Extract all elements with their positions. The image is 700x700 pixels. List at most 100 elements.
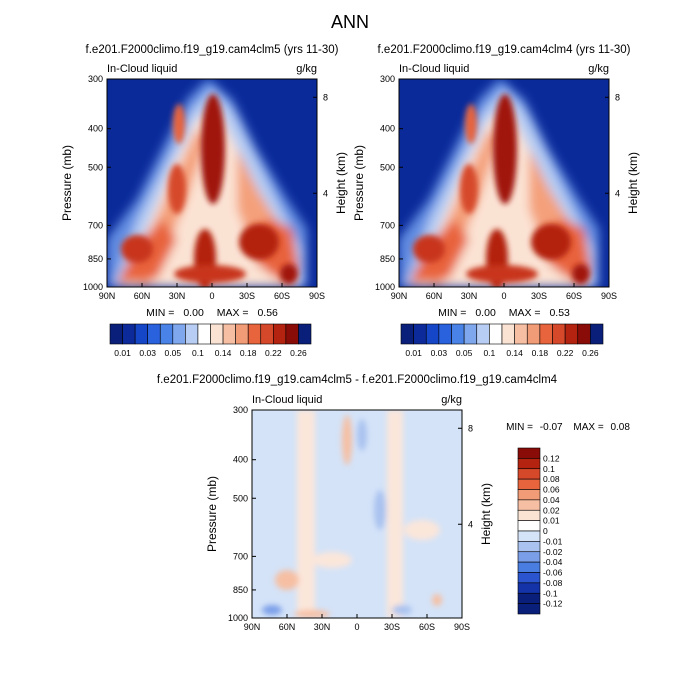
colorbar-label: 0.01 xyxy=(543,516,560,526)
max-label: MAX = xyxy=(573,422,603,433)
colorbar-swatch xyxy=(517,572,541,584)
colorbar-swatch xyxy=(517,603,541,615)
x-tick-label: 60N xyxy=(279,622,296,632)
height-tick-label: 4 xyxy=(468,519,473,529)
right-axis-label: Height (km) xyxy=(479,483,493,545)
colorbar-label: 0.26 xyxy=(582,348,599,358)
colorbar-label: 0.14 xyxy=(506,348,523,358)
min-max-readout: MIN = 0.00 MAX = 0.56 xyxy=(146,307,278,319)
colorbar-swatch xyxy=(517,489,541,501)
x-tick-label: 90N xyxy=(244,622,261,632)
colorbar-swatch xyxy=(517,520,541,532)
min-max-readout: MIN = 0.00 MAX = 0.53 xyxy=(438,307,570,319)
colorbar-swatch xyxy=(210,323,224,345)
colorbar-label: 0.06 xyxy=(543,485,560,495)
colorbar-swatch xyxy=(425,323,440,345)
colorbar-swatch xyxy=(489,323,503,345)
y-tick-label: 1000 xyxy=(83,282,103,292)
colorbar-swatch xyxy=(501,323,515,345)
height-tick-label: 4 xyxy=(615,188,620,198)
x-tick-label: 30N xyxy=(314,622,331,632)
colorbar-label: 0.1 xyxy=(483,348,495,358)
colorbar-swatch xyxy=(298,323,312,345)
colorbar-swatch xyxy=(517,468,541,480)
y-tick-label: 300 xyxy=(380,74,395,84)
colorbar-swatch xyxy=(552,323,566,345)
x-tick-label: 90S xyxy=(309,291,325,301)
height-tick-label: 8 xyxy=(323,92,328,102)
colorbar-swatch xyxy=(451,323,465,345)
colorbar-swatch xyxy=(273,323,287,345)
y-tick-label: 850 xyxy=(233,585,248,595)
max-value: 0.56 xyxy=(257,307,278,319)
y-tick-label: 400 xyxy=(88,124,103,134)
y-axis-label: Pressure (mb) xyxy=(205,476,219,552)
colorbar-swatch xyxy=(517,530,541,542)
colorbar-label: 0 xyxy=(543,526,548,536)
min-label: MIN = xyxy=(438,307,466,319)
height-tick-label: 8 xyxy=(615,92,620,102)
colorbar-label: 0.01 xyxy=(405,348,422,358)
x-tick-label: 30S xyxy=(239,291,255,301)
max-value: 0.53 xyxy=(549,307,570,319)
colorbar-swatch xyxy=(172,323,186,345)
y-tick-label: 700 xyxy=(88,220,103,230)
variable-label: In-Cloud liquid xyxy=(252,394,322,406)
units-label: g/kg xyxy=(441,394,462,406)
colorbar-label: 0.04 xyxy=(543,495,560,505)
colorbar-swatch xyxy=(517,509,541,521)
variable-label: In-Cloud liquid xyxy=(399,63,469,75)
colorbar-label: -0.02 xyxy=(543,547,563,557)
colorbar-label: 0.1 xyxy=(192,348,204,358)
height-tick-label: 4 xyxy=(323,188,328,198)
colorbar-swatch xyxy=(517,447,541,459)
units-label: g/kg xyxy=(296,63,317,75)
x-tick-label: 90S xyxy=(454,622,470,632)
colorbar-swatch xyxy=(564,323,579,345)
y-tick-label: 400 xyxy=(233,455,248,465)
colorbar-swatch xyxy=(590,323,604,345)
colorbar-swatch xyxy=(235,323,249,345)
colorbar-label: -0.1 xyxy=(543,588,558,598)
colorbar-label: -0.01 xyxy=(543,536,563,546)
y-tick-label: 500 xyxy=(233,493,248,503)
colorbar-swatch xyxy=(400,323,414,345)
colorbar-swatch xyxy=(514,323,528,345)
x-tick-label: 30S xyxy=(531,291,547,301)
x-tick-label: 60S xyxy=(566,291,582,301)
panel-title: f.e201.F2000climo.f19_g19.cam4clm4 (yrs … xyxy=(378,44,631,56)
colorbar-swatch xyxy=(438,323,452,345)
x-tick-label: 30N xyxy=(461,291,478,301)
right-axis-label: Height (km) xyxy=(626,152,640,214)
variable-label: In-Cloud liquid xyxy=(107,63,177,75)
min-label: MIN = xyxy=(506,422,533,433)
x-tick-label: 60N xyxy=(426,291,443,301)
main-title: ANN xyxy=(331,12,369,32)
y-axis-label: Pressure (mb) xyxy=(60,145,74,221)
colorbar-label: -0.04 xyxy=(543,557,563,567)
y-tick-label: 500 xyxy=(380,162,395,172)
colorbar-swatch xyxy=(197,323,211,345)
colorbar-swatch xyxy=(577,323,591,345)
colorbar-swatch xyxy=(517,499,541,511)
x-tick-label: 90S xyxy=(601,291,617,301)
colorbar-label: 0.08 xyxy=(543,474,560,484)
contour-field xyxy=(399,79,609,289)
y-tick-label: 850 xyxy=(380,254,395,264)
colorbar-swatch xyxy=(517,458,541,470)
x-tick-label: 60N xyxy=(134,291,151,301)
units-label: g/kg xyxy=(588,63,609,75)
colorbar-label: 0.26 xyxy=(290,348,307,358)
x-tick-label: 90N xyxy=(99,291,116,301)
colorbar-label: -0.08 xyxy=(543,578,563,588)
colorbar-label: 0.1 xyxy=(543,464,555,474)
colorbar-swatch xyxy=(222,323,236,345)
colorbar-label: 0.01 xyxy=(114,348,131,358)
colorbar-swatch xyxy=(517,592,541,604)
y-tick-label: 500 xyxy=(88,162,103,172)
y-tick-label: 700 xyxy=(380,220,395,230)
height-tick-label: 8 xyxy=(468,423,473,433)
contour-field xyxy=(252,410,462,618)
y-tick-label: 400 xyxy=(380,124,395,134)
